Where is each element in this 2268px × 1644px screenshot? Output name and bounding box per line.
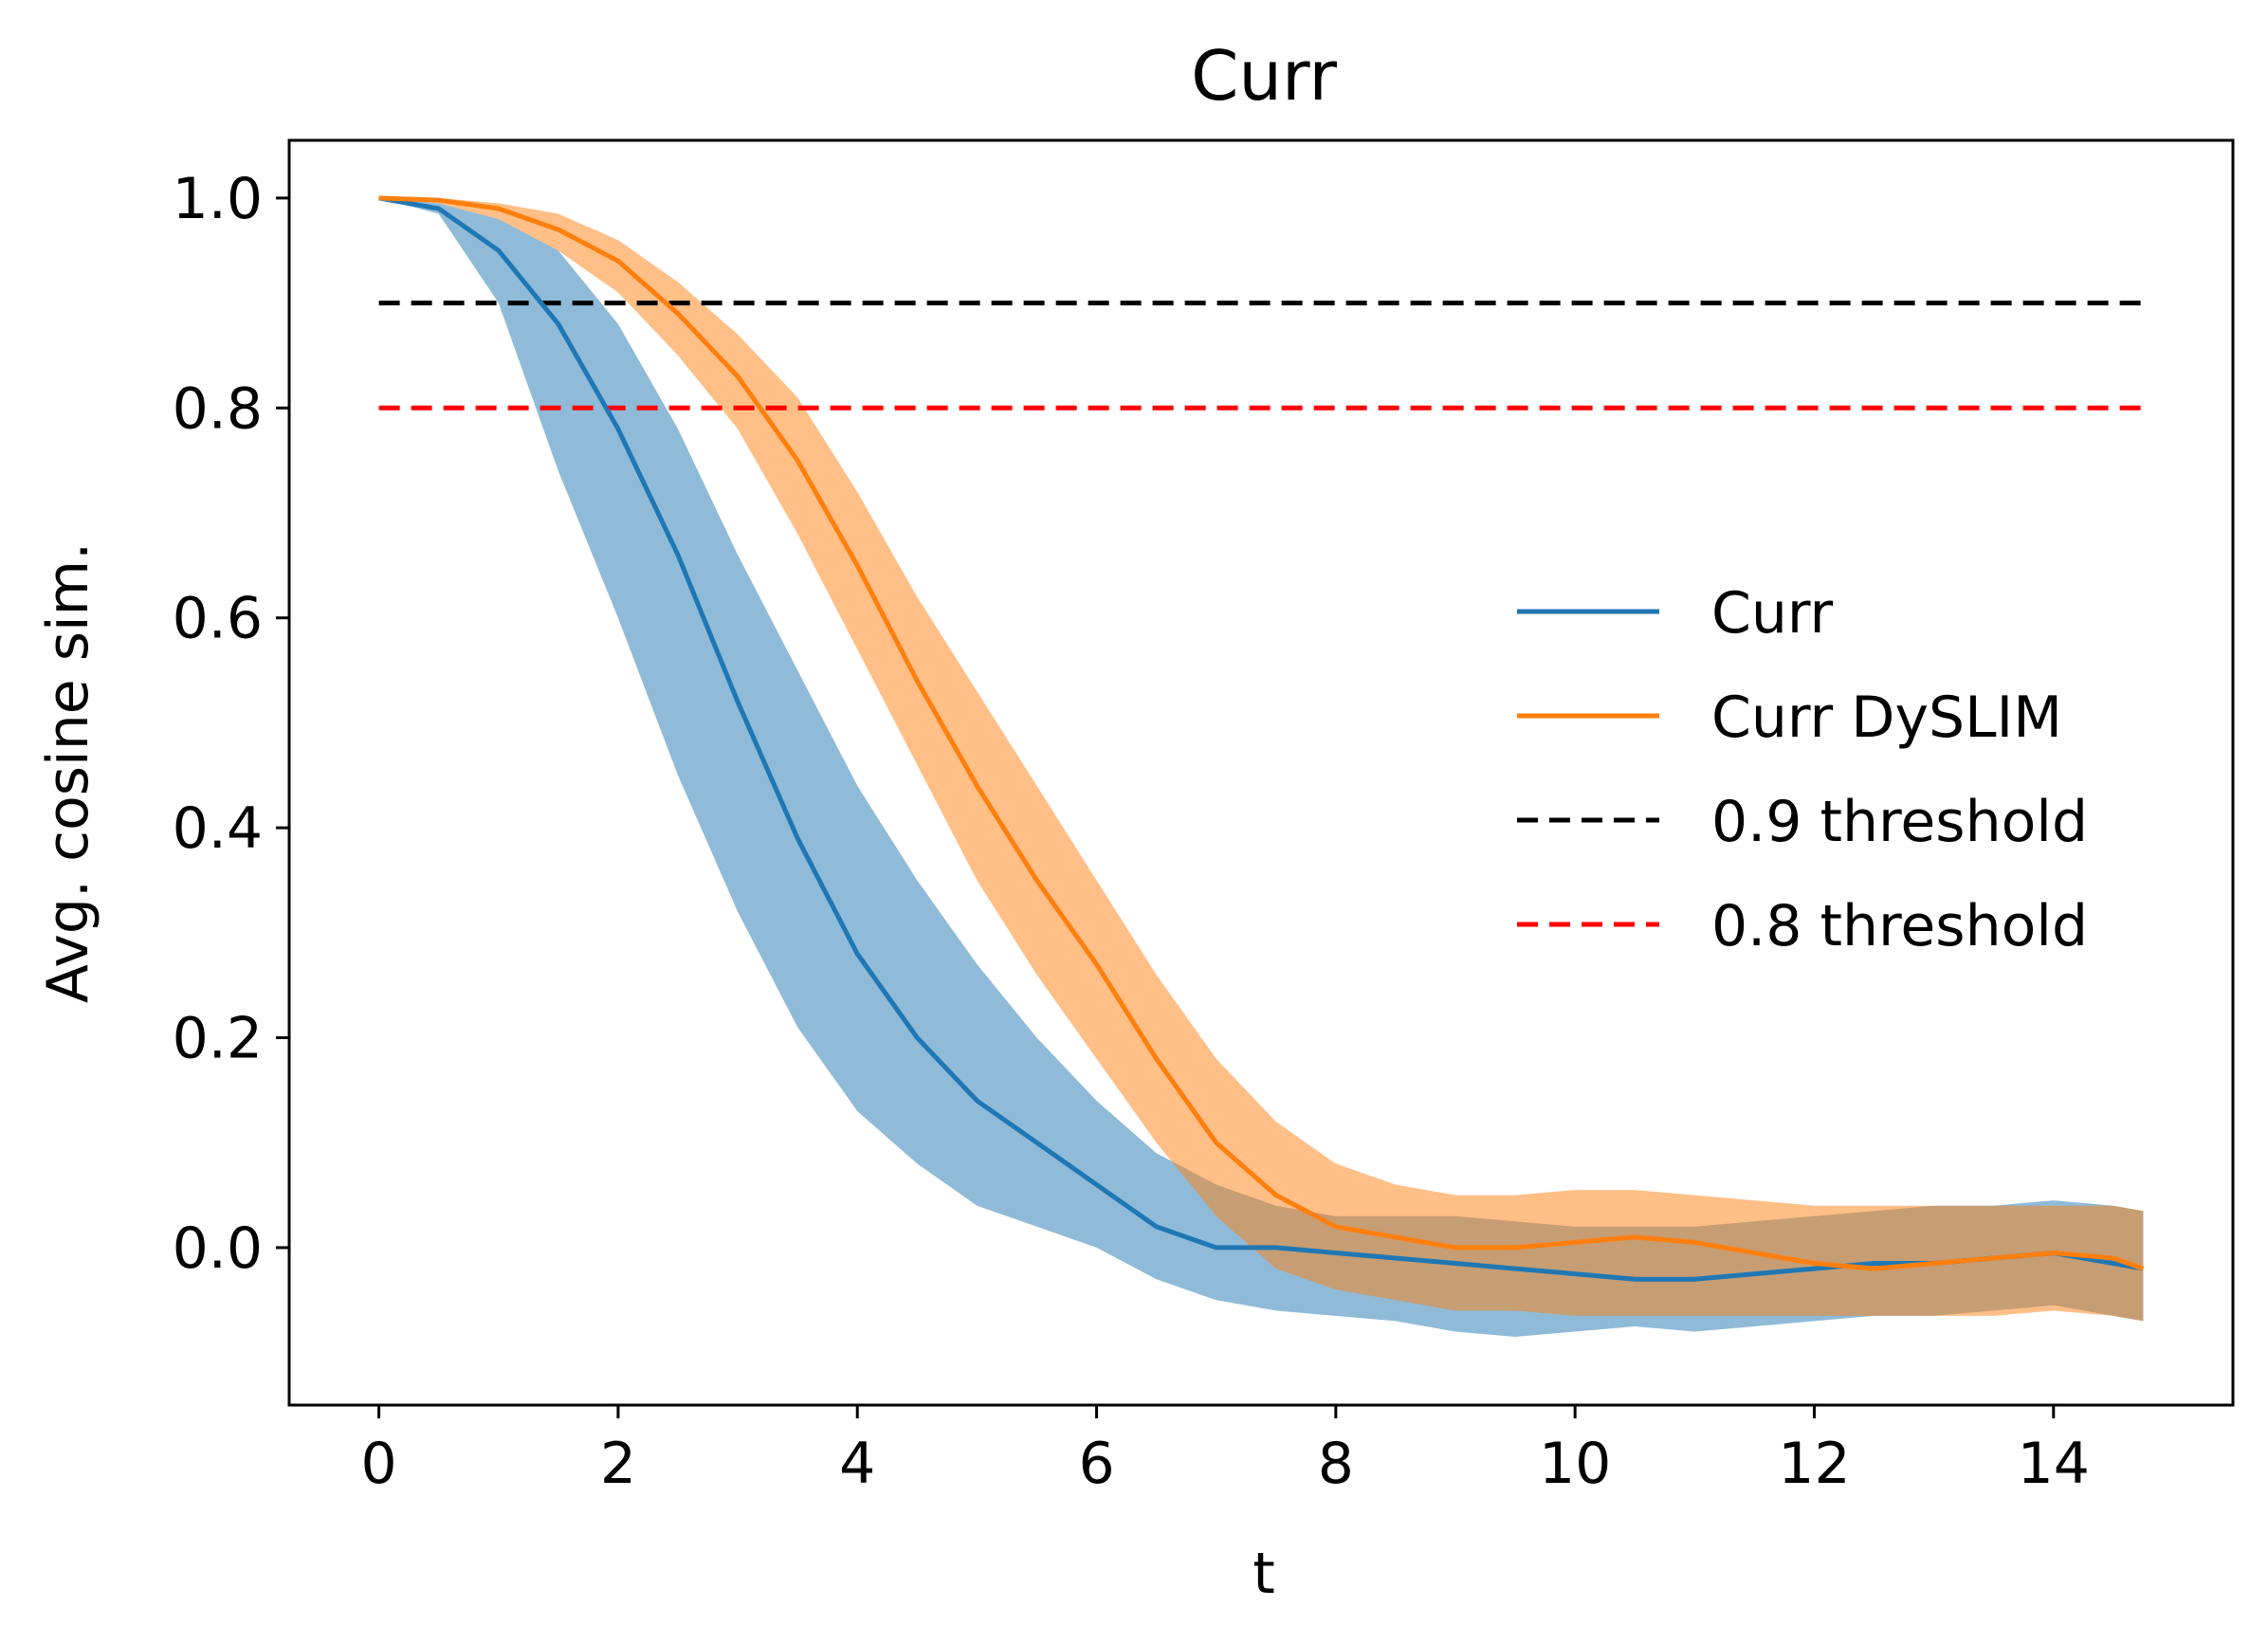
- y-axis-ticks: 0.0 0.2 0.4 0.6 0.8 1.0: [173, 166, 289, 1282]
- line-series-1: [378, 195, 2145, 1271]
- confidence-bands: [378, 197, 2144, 1337]
- y-tick-label-5: 1.0: [173, 166, 263, 232]
- threshold-lines: [378, 301, 2144, 411]
- legend-label-2: 0.9 threshold: [1711, 789, 2088, 855]
- x-tick-label-4: 8: [1318, 1431, 1354, 1497]
- y-tick-label-1: 0.2: [173, 1006, 263, 1072]
- legend-label-1: Curr DySLIM: [1711, 685, 2062, 751]
- plot-frame: [287, 138, 2235, 1407]
- series-lines: [378, 195, 2145, 1282]
- x-axis-ticks: 0 2 4 6 8 10 12 14: [361, 1405, 2090, 1497]
- legend: Curr Curr DySLIM 0.9 threshold 0.8 threshol…: [1517, 580, 2088, 959]
- x-tick-label-1: 2: [600, 1431, 636, 1497]
- chart-title: Curr: [1191, 36, 1337, 116]
- x-tick-label-2: 4: [839, 1431, 875, 1497]
- y-tick-label-2: 0.4: [173, 795, 263, 862]
- x-tick-label-5: 10: [1539, 1431, 1611, 1497]
- legend-label-3: 0.8 threshold: [1711, 893, 2088, 959]
- y-tick-label-3: 0.6: [173, 586, 263, 652]
- x-tick-label-3: 6: [1078, 1431, 1114, 1497]
- x-tick-label-6: 12: [1778, 1431, 1850, 1497]
- y-tick-label-4: 0.8: [173, 375, 263, 442]
- x-axis-label: t: [1253, 1541, 1275, 1607]
- x-tick-label-0: 0: [361, 1431, 397, 1497]
- legend-label-0: Curr: [1711, 580, 1834, 647]
- line-series-0: [378, 195, 2144, 1282]
- band-series-0: [378, 197, 2144, 1337]
- x-tick-label-7: 14: [2018, 1431, 2090, 1497]
- y-tick-label-0: 0.0: [173, 1215, 263, 1282]
- y-axis-label: Avg. cosine sim.: [35, 542, 101, 1003]
- band-series-1: [378, 197, 2144, 1322]
